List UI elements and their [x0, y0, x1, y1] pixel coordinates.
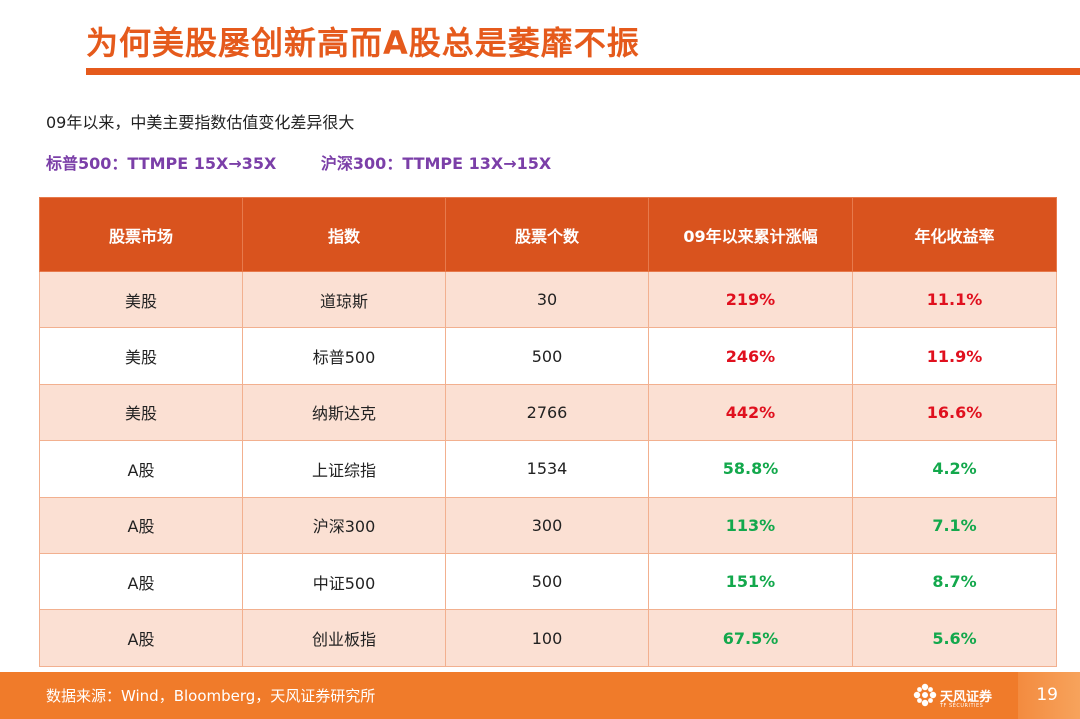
cell-market: A股 [39, 609, 243, 667]
index-performance-table: 股票市场 指数 股票个数 09年以来累计涨幅 年化收益率 美股 道琼斯 30 219%… [39, 197, 1057, 667]
data-source: 数据来源：Wind，Bloomberg，天风证券研究所 [46, 687, 376, 705]
cell-count: 100 [445, 609, 649, 667]
cell-gain: 67.5% [648, 609, 853, 667]
cell-index: 中证500 [242, 552, 446, 611]
page-number: 19 [1036, 685, 1058, 705]
tf-flower-logo-icon [913, 683, 937, 707]
cell-gain: 58.8% [648, 440, 853, 498]
table-row: A股 中证500 500 151% 8.7% [39, 552, 1057, 611]
cell-annual: 11.9% [852, 327, 1057, 385]
intro-text: 09年以来，中美主要指数估值变化差异很大 [46, 113, 355, 132]
cell-annual: 5.6% [852, 609, 1057, 667]
pe-comparison-text: 标普500：TTMPE 15X→35X 沪深300：TTMPE 13X→15X [46, 154, 552, 173]
cell-index: 沪深300 [242, 496, 446, 554]
table-row: A股 上证综指 1534 58.8% 4.2% [39, 440, 1057, 498]
cell-count: 500 [445, 327, 649, 385]
cell-gain: 151% [648, 552, 853, 611]
table-row: 美股 标普500 500 246% 11.9% [39, 327, 1057, 385]
title-underline [86, 68, 1080, 75]
cell-index: 上证综指 [242, 440, 446, 498]
header-market: 股票市场 [39, 197, 243, 272]
cell-count: 300 [445, 496, 649, 554]
header-count: 股票个数 [445, 197, 649, 272]
table-row: A股 创业板指 100 67.5% 5.6% [39, 609, 1057, 667]
cell-count: 1534 [445, 440, 649, 498]
cell-gain: 113% [648, 496, 853, 554]
header-gain: 09年以来累计涨幅 [648, 197, 853, 272]
table-header-row: 股票市场 指数 股票个数 09年以来累计涨幅 年化收益率 [39, 197, 1057, 272]
cell-market: 美股 [39, 327, 243, 385]
table-row: 美股 道琼斯 30 219% 11.1% [39, 270, 1057, 329]
cell-market: A股 [39, 440, 243, 498]
cell-index: 标普500 [242, 327, 446, 385]
footer-bar: 数据来源：Wind，Bloomberg，天风证券研究所 天风证券 TF SECU… [0, 672, 1080, 719]
cell-count: 500 [445, 552, 649, 611]
cell-gain: 442% [648, 383, 853, 442]
cell-annual: 16.6% [852, 383, 1057, 442]
logo-text: 天风证券 [940, 690, 993, 705]
cell-count: 30 [445, 270, 649, 329]
page-title: 为何美股屡创新高而A股总是萎靡不振 [86, 24, 640, 62]
cell-annual: 11.1% [852, 270, 1057, 329]
logo-subtext: TF SECURITIES [940, 703, 984, 709]
cell-gain: 246% [648, 327, 853, 385]
company-logo: 天风证券 TF SECURITIES [912, 682, 1012, 712]
cell-market: 美股 [39, 383, 243, 442]
cell-market: A股 [39, 552, 243, 611]
title-band: 为何美股屡创新高而A股总是萎靡不振 [0, 0, 1080, 80]
header-annual: 年化收益率 [852, 197, 1057, 272]
header-index: 指数 [242, 197, 446, 272]
table-row: 美股 纳斯达克 2766 442% 16.6% [39, 383, 1057, 442]
cell-gain: 219% [648, 270, 853, 329]
page-number-box: 19 [1018, 672, 1080, 719]
cell-annual: 8.7% [852, 552, 1057, 611]
cell-annual: 7.1% [852, 496, 1057, 554]
cell-market: A股 [39, 496, 243, 554]
cell-count: 2766 [445, 383, 649, 442]
table-row: A股 沪深300 300 113% 7.1% [39, 496, 1057, 554]
cell-index: 纳斯达克 [242, 383, 446, 442]
cell-annual: 4.2% [852, 440, 1057, 498]
cell-market: 美股 [39, 270, 243, 329]
cell-index: 道琼斯 [242, 270, 446, 329]
cell-index: 创业板指 [242, 609, 446, 667]
